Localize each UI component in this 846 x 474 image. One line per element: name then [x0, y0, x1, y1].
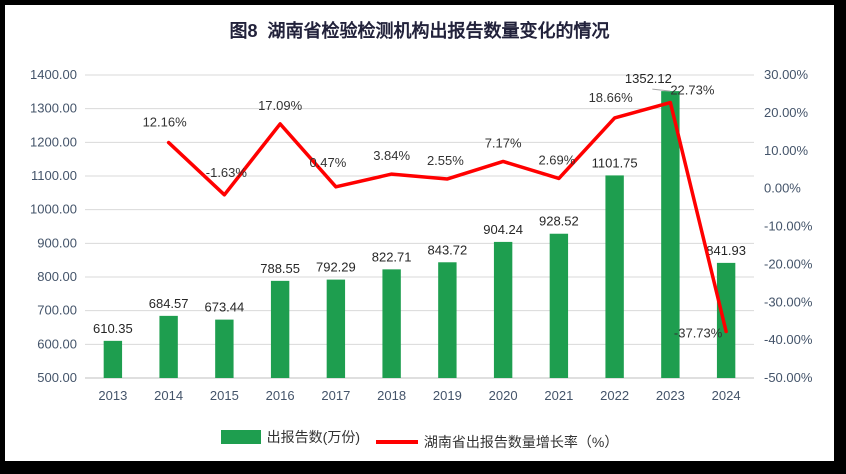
- svg-text:22.73%: 22.73%: [670, 83, 715, 98]
- svg-text:2013: 2013: [98, 388, 127, 403]
- svg-text:841.93: 841.93: [706, 243, 746, 258]
- svg-text:673.44: 673.44: [204, 300, 244, 315]
- svg-text:2023: 2023: [656, 388, 685, 403]
- svg-text:17.09%: 17.09%: [258, 98, 303, 113]
- svg-text:2021: 2021: [544, 388, 573, 403]
- svg-text:1100.00: 1100.00: [31, 168, 77, 183]
- svg-text:1200.00: 1200.00: [30, 134, 77, 149]
- svg-text:928.52: 928.52: [539, 214, 579, 229]
- svg-text:610.35: 610.35: [93, 321, 133, 336]
- svg-text:788.55: 788.55: [260, 261, 300, 276]
- svg-text:20.00%: 20.00%: [764, 105, 809, 120]
- svg-text:30.00%: 30.00%: [764, 67, 809, 82]
- svg-text:700.00: 700.00: [37, 303, 77, 318]
- svg-text:-1.63%: -1.63%: [206, 165, 248, 180]
- svg-text:0.47%: 0.47%: [309, 155, 346, 170]
- svg-text:-30.00%: -30.00%: [764, 294, 813, 309]
- svg-text:2017: 2017: [321, 388, 350, 403]
- svg-text:2016: 2016: [266, 388, 295, 403]
- svg-text:10.00%: 10.00%: [764, 143, 809, 158]
- svg-text:-10.00%: -10.00%: [764, 219, 813, 234]
- svg-text:12.16%: 12.16%: [143, 115, 188, 130]
- svg-text:2020: 2020: [489, 388, 518, 403]
- svg-text:1352.12: 1352.12: [625, 71, 672, 86]
- svg-text:1400.00: 1400.00: [30, 67, 77, 82]
- svg-text:900.00: 900.00: [37, 235, 77, 250]
- svg-text:1300.00: 1300.00: [30, 101, 77, 116]
- svg-text:3.84%: 3.84%: [373, 148, 410, 163]
- svg-text:-20.00%: -20.00%: [764, 256, 813, 271]
- svg-text:-40.00%: -40.00%: [764, 332, 813, 347]
- svg-text:684.57: 684.57: [149, 296, 189, 311]
- svg-text:822.71: 822.71: [372, 249, 412, 264]
- svg-text:600.00: 600.00: [37, 336, 77, 351]
- svg-text:7.17%: 7.17%: [485, 135, 522, 150]
- svg-text:2.55%: 2.55%: [427, 153, 464, 168]
- svg-text:-37.73%: -37.73%: [674, 326, 723, 341]
- svg-text:2014: 2014: [154, 388, 183, 403]
- svg-text:500.00: 500.00: [37, 370, 77, 385]
- svg-text:904.24: 904.24: [483, 222, 523, 237]
- svg-text:2018: 2018: [377, 388, 406, 403]
- svg-text:-50.00%: -50.00%: [764, 370, 813, 385]
- svg-text:0.00%: 0.00%: [764, 181, 801, 196]
- svg-text:2.69%: 2.69%: [538, 152, 575, 167]
- svg-text:800.00: 800.00: [37, 269, 77, 284]
- svg-text:843.72: 843.72: [427, 242, 467, 257]
- svg-text:792.29: 792.29: [316, 260, 356, 275]
- svg-text:18.66%: 18.66%: [589, 90, 634, 105]
- svg-text:1000.00: 1000.00: [30, 202, 77, 217]
- svg-text:2022: 2022: [600, 388, 629, 403]
- svg-text:2024: 2024: [712, 388, 741, 403]
- svg-text:2019: 2019: [433, 388, 462, 403]
- svg-text:1101.75: 1101.75: [592, 155, 638, 170]
- svg-text:2015: 2015: [210, 388, 239, 403]
